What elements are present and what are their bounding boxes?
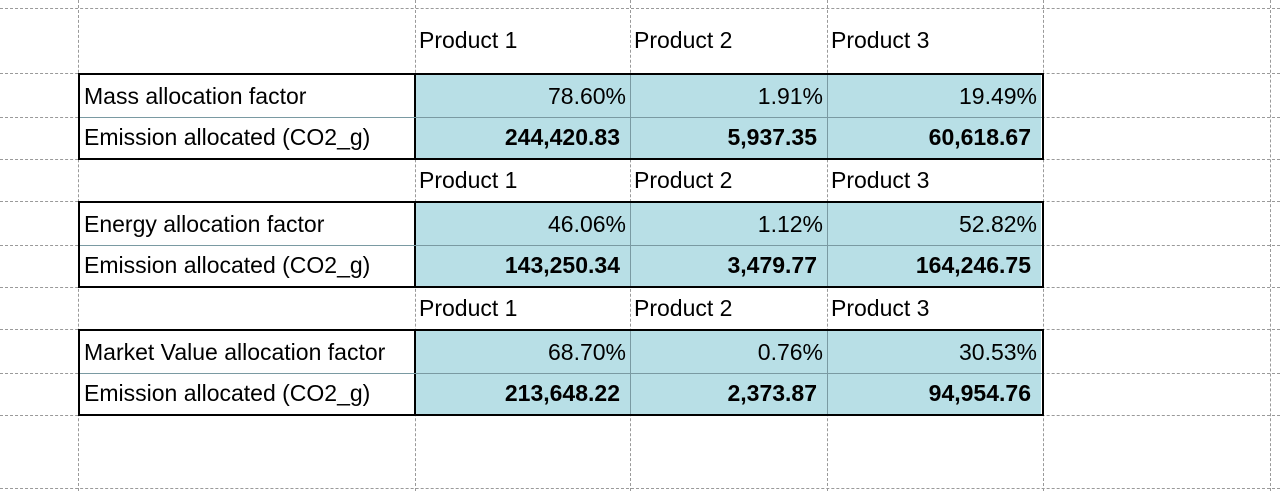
mass-emission-product-1-cell[interactable]: 244,420.83 [415, 117, 630, 158]
mass-factor-product-1-cell[interactable]: 78.60% [415, 75, 630, 117]
mass-factor-label-cell[interactable]: Mass allocation factor [84, 82, 307, 109]
market-emission-label-cell[interactable]: Emission allocated (CO2_g) [84, 380, 371, 406]
header-cell-product-3[interactable]: Product 3 [831, 27, 930, 53]
header-cell-product-2[interactable]: Product 2 [634, 295, 733, 321]
mass-emission-product-2-cell[interactable]: 5,937.35 [630, 117, 827, 158]
market-emission-product-1-cell[interactable]: 213,648.22 [415, 373, 630, 414]
market-emission-product-3-cell[interactable]: 94,954.76 [827, 373, 1041, 414]
mass-factor-product-2-cell[interactable]: 1.91% [630, 75, 827, 117]
energy-emission-product-3-cell[interactable]: 164,246.75 [827, 245, 1041, 286]
header-cell-product-1[interactable]: Product 1 [419, 295, 518, 321]
energy-emission-product-2-cell[interactable]: 3,479.77 [630, 245, 827, 286]
mass-factor-product-3-cell[interactable]: 19.49% [827, 75, 1041, 117]
energy-factor-product-1-cell[interactable]: 46.06% [415, 203, 630, 245]
mass-emission-product-3-cell[interactable]: 60,618.67 [827, 117, 1041, 158]
market-factor-label-cell[interactable]: Market Value allocation factor [84, 338, 386, 365]
energy-factor-label-cell[interactable]: Energy allocation factor [84, 210, 325, 237]
header-cell-product-2[interactable]: Product 2 [634, 167, 733, 193]
header-cell-product-1[interactable]: Product 1 [419, 27, 518, 53]
header-cell-product-2[interactable]: Product 2 [634, 27, 733, 53]
energy-emission-product-1-cell[interactable]: 143,250.34 [415, 245, 630, 286]
header-cell-product-3[interactable]: Product 3 [831, 295, 930, 321]
market-factor-product-1-cell[interactable]: 68.70% [415, 331, 630, 373]
market-emission-product-2-cell[interactable]: 2,373.87 [630, 373, 827, 414]
mass-emission-label-cell[interactable]: Emission allocated (CO2_g) [84, 124, 371, 150]
market-factor-product-3-cell[interactable]: 30.53% [827, 331, 1041, 373]
energy-factor-product-2-cell[interactable]: 1.12% [630, 203, 827, 245]
header-cell-product-3[interactable]: Product 3 [831, 167, 930, 193]
energy-emission-label-cell[interactable]: Emission allocated (CO2_g) [84, 252, 371, 278]
header-cell-product-1[interactable]: Product 1 [419, 167, 518, 193]
market-factor-product-2-cell[interactable]: 0.76% [630, 331, 827, 373]
energy-factor-product-3-cell[interactable]: 52.82% [827, 203, 1041, 245]
